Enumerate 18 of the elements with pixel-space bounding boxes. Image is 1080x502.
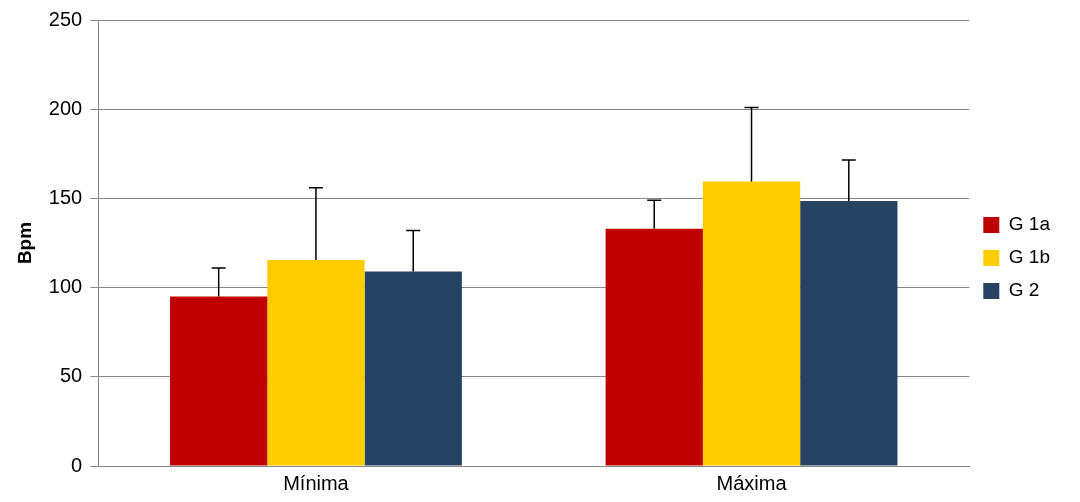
bar: [800, 201, 898, 466]
y-tick-label: 200: [48, 96, 83, 119]
legend-label: G 1a: [1008, 213, 1051, 235]
y-tick-label: 150: [48, 185, 83, 208]
legend-label: G 2: [1008, 279, 1040, 301]
y-tick-label: 100: [48, 275, 83, 298]
bar: [702, 181, 801, 466]
x-tick-label: Mínima: [283, 471, 350, 494]
y-tick-label: 50: [59, 364, 83, 387]
bar: [267, 259, 365, 466]
y-tick-label: 250: [48, 7, 83, 30]
y-tick-label: 0: [71, 453, 83, 476]
y-axis-title: Bpm: [13, 221, 35, 265]
bar: [364, 271, 462, 466]
bar: [605, 228, 703, 466]
bar: [170, 296, 268, 466]
legend-label: G 1b: [1008, 246, 1051, 268]
x-tick-label: Máxima: [716, 471, 788, 494]
